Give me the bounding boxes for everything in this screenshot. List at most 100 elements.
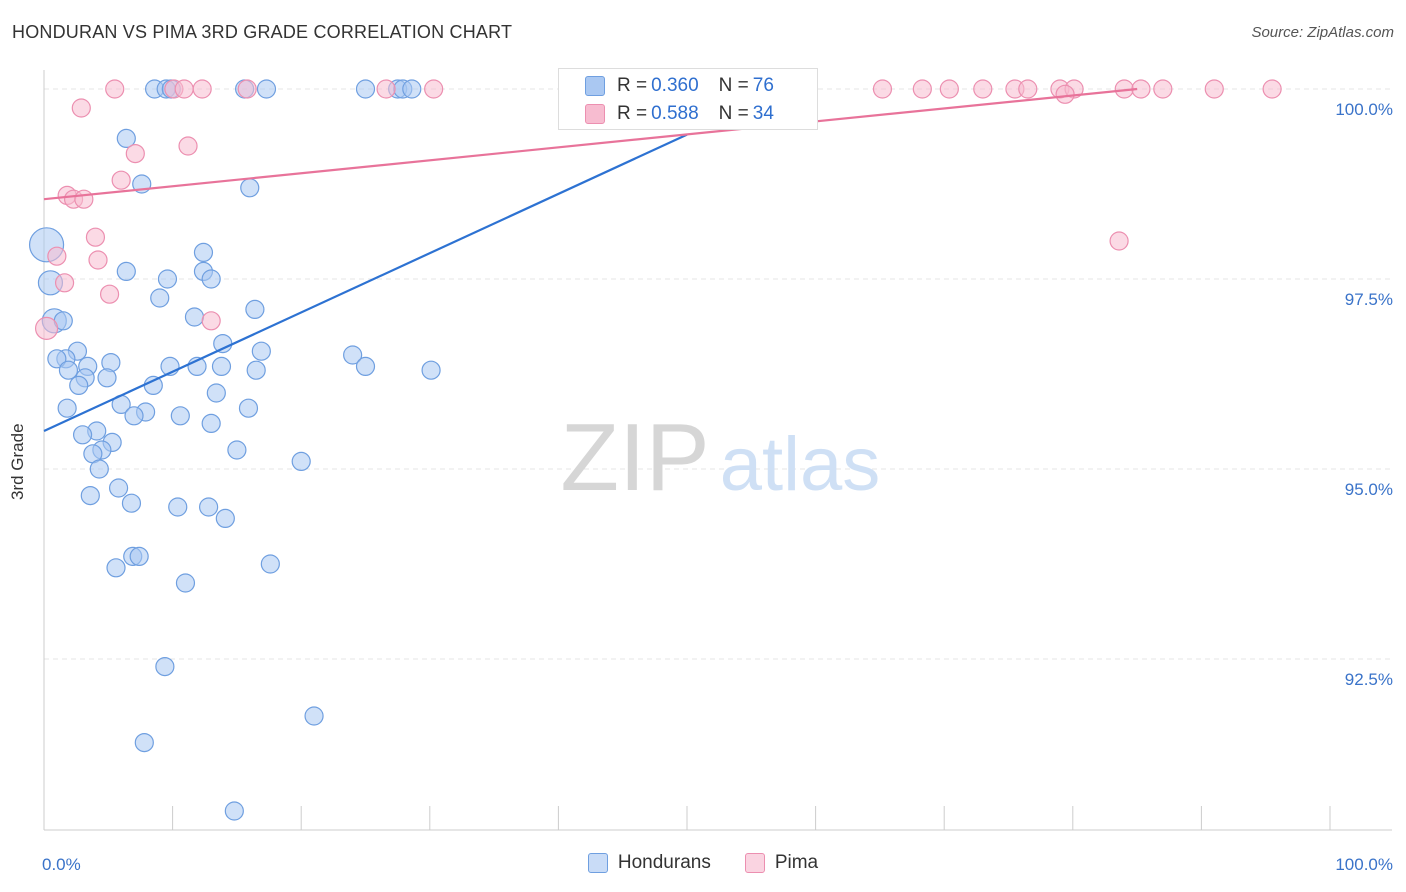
honduran-point bbox=[155, 656, 175, 677]
pima-point bbox=[376, 79, 396, 99]
pima-point bbox=[88, 250, 108, 270]
pima-point bbox=[201, 311, 221, 331]
honduran-point bbox=[106, 558, 126, 578]
honduran-point bbox=[57, 398, 77, 418]
watermark-atlas: atlas bbox=[720, 422, 881, 507]
r-value: 0.360 bbox=[651, 75, 699, 96]
pima-point bbox=[939, 79, 959, 99]
honduran-point bbox=[116, 261, 136, 281]
stats-row-hondurans: R = 0.360 N = 76 bbox=[585, 73, 774, 99]
r-value: 0.588 bbox=[651, 103, 699, 124]
legend-item-pima[interactable]: Pima bbox=[744, 852, 819, 874]
pima-point bbox=[1204, 79, 1224, 99]
pima-trend-line bbox=[43, 87, 1138, 201]
honduran-point bbox=[72, 425, 93, 445]
honduran-point bbox=[175, 573, 196, 593]
labels-layer: 92.5% 95.0% 97.5% 100.0% 0.0% 100.0% bbox=[42, 100, 1393, 874]
pima-point bbox=[105, 79, 125, 99]
grid-layer bbox=[44, 88, 1392, 660]
honduran-point bbox=[260, 554, 280, 574]
series-legend: Hondurans Pima bbox=[0, 852, 1406, 874]
r-label: R = bbox=[617, 103, 648, 124]
honduran-point bbox=[343, 345, 363, 365]
honduran-point bbox=[150, 288, 170, 308]
pima-point bbox=[71, 98, 91, 118]
honduran-point bbox=[108, 478, 129, 498]
watermark-zip: ZIP bbox=[560, 404, 709, 511]
stats-row-pima: R = 0.588 N = 34 bbox=[585, 101, 774, 127]
honduran-point bbox=[47, 349, 67, 369]
pima-point bbox=[54, 273, 75, 293]
honduran-point bbox=[69, 375, 89, 395]
legend-label-hondurans: Hondurans bbox=[617, 852, 711, 873]
n-label: N = bbox=[718, 103, 749, 124]
honduran-point bbox=[206, 383, 226, 403]
legend-label-pima: Pima bbox=[774, 852, 819, 873]
honduran-point bbox=[193, 242, 214, 262]
honduran-point bbox=[256, 79, 277, 99]
honduran-point bbox=[124, 406, 144, 426]
honduran-point bbox=[224, 801, 244, 821]
honduran-trend-line bbox=[43, 133, 688, 432]
pima-point bbox=[973, 79, 993, 99]
honduran-point bbox=[80, 486, 100, 506]
pima-point bbox=[872, 79, 893, 99]
y-tick-label: 100.0% bbox=[1335, 100, 1393, 119]
honduran-point bbox=[184, 307, 205, 327]
source-credit: Source: ZipAtlas.com bbox=[1251, 24, 1394, 41]
pima-point bbox=[1153, 79, 1173, 99]
points-layer bbox=[28, 79, 1282, 821]
honduran-point bbox=[201, 413, 221, 433]
pima-point bbox=[174, 79, 194, 99]
legend-item-hondurans[interactable]: Hondurans bbox=[587, 852, 711, 874]
honduran-point bbox=[355, 356, 376, 376]
honduran-point bbox=[121, 493, 142, 513]
trend-layer bbox=[43, 87, 1138, 432]
y-tick-label: 97.5% bbox=[1345, 290, 1393, 309]
pima-point bbox=[111, 170, 131, 190]
honduran-point bbox=[291, 451, 311, 471]
honduran-point bbox=[238, 398, 259, 418]
honduran-point bbox=[89, 459, 109, 479]
pima-point bbox=[34, 316, 59, 340]
pima-point bbox=[85, 227, 106, 247]
honduran-point bbox=[245, 299, 265, 319]
x-tick-label: 100.0% bbox=[1335, 855, 1393, 874]
honduran-point bbox=[213, 334, 233, 354]
honduran-point bbox=[227, 440, 247, 460]
honduran-point bbox=[421, 360, 441, 380]
hondurans-swatch bbox=[585, 76, 605, 96]
pima-point bbox=[1109, 231, 1129, 251]
hondurans-legend-swatch bbox=[587, 853, 608, 873]
honduran-point bbox=[211, 356, 232, 376]
axes-layer bbox=[43, 70, 1392, 831]
honduran-point bbox=[143, 375, 163, 395]
honduran-point bbox=[168, 497, 188, 517]
honduran-point bbox=[58, 360, 79, 380]
pima-swatch bbox=[585, 104, 605, 124]
r-label: R = bbox=[617, 75, 648, 96]
honduran-point bbox=[116, 128, 136, 148]
honduran-point bbox=[251, 341, 271, 361]
pima-point bbox=[192, 79, 212, 99]
honduran-point bbox=[355, 79, 376, 99]
y-tick-label: 95.0% bbox=[1345, 480, 1393, 499]
n-value: 34 bbox=[752, 103, 774, 124]
honduran-point bbox=[402, 79, 422, 99]
pima-point bbox=[125, 144, 145, 164]
honduran-point bbox=[129, 546, 149, 567]
honduran-point bbox=[304, 706, 324, 726]
pima-point bbox=[1055, 84, 1075, 104]
pima-point bbox=[74, 189, 94, 209]
chart-title: HONDURAN VS PIMA 3RD GRADE CORRELATION C… bbox=[12, 22, 513, 42]
n-label: N = bbox=[718, 75, 749, 96]
pima-point bbox=[237, 79, 257, 99]
honduran-point bbox=[157, 269, 178, 289]
honduran-point bbox=[240, 178, 260, 198]
pima-point bbox=[1262, 79, 1282, 99]
honduran-point bbox=[170, 406, 190, 426]
n-value: 76 bbox=[752, 75, 774, 96]
pima-point bbox=[1018, 79, 1038, 99]
honduran-point bbox=[199, 497, 219, 517]
